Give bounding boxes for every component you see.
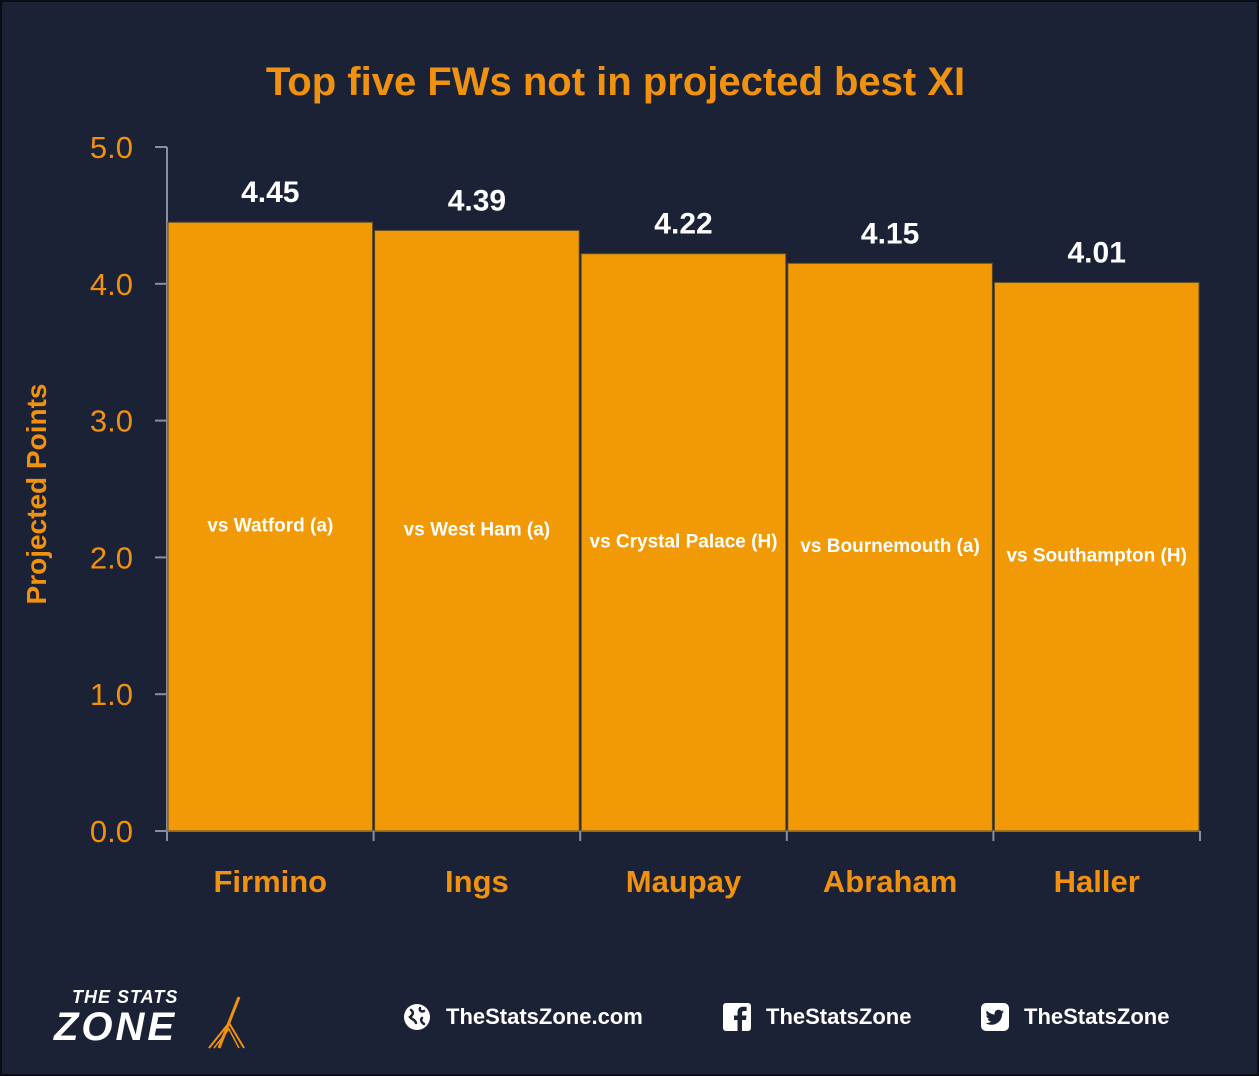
y-axis-label-group: Projected Points [21, 384, 52, 605]
bar-annotation: vs Watford (a) [207, 516, 333, 537]
bar-annotation: vs Bournemouth (a) [800, 536, 979, 557]
y-axis-label: Projected Points [21, 384, 52, 605]
facebook-link[interactable]: TheStatsZone [722, 1002, 911, 1032]
x-tick-label: Firmino [213, 864, 327, 899]
bar [993, 281, 1200, 832]
y-tick-label: 4.0 [90, 267, 133, 302]
bar-annotation: vs Crystal Palace (H) [590, 531, 778, 552]
y-tick-label: 2.0 [90, 540, 133, 575]
twitter-icon [981, 1003, 1009, 1031]
bar [580, 253, 787, 832]
bar [374, 229, 580, 832]
chart-title: Top five FWs not in projected best XI [265, 60, 966, 104]
bar-chart: Projected Points 0.0 1.0 2.0 3.0 4.0 5.0 4.45… [21, 130, 1201, 899]
data-label: 4.39 [448, 184, 506, 217]
data-label: 4.01 [1068, 236, 1126, 269]
y-tick-label: 1.0 [90, 677, 133, 712]
footer: THE STATS ZONE TheStatsZone.com TheStats… [2, 982, 1259, 1062]
data-label: 4.15 [861, 217, 919, 250]
data-label: 4.22 [654, 208, 712, 241]
bar [167, 221, 374, 832]
labels: 4.45 vs Watford (a) Firmino 4.39 vs West Ham… [207, 176, 1187, 899]
website-link[interactable]: TheStatsZone.com [402, 1002, 643, 1032]
logo-top-text: THE STATS [72, 987, 179, 1007]
twitter-text: TheStatsZone [1024, 1004, 1170, 1029]
x-tick-label: Haller [1054, 864, 1140, 899]
website-text: TheStatsZone.com [446, 1004, 643, 1029]
bars [167, 221, 1200, 832]
x-tick-label: Ings [445, 864, 509, 899]
globe-icon [404, 1004, 430, 1030]
logo-stripe-graphic [208, 996, 245, 1049]
logo-main-text: ZONE [54, 1005, 178, 1049]
data-label: 4.45 [241, 176, 299, 209]
x-tick-label: Abraham [823, 864, 957, 899]
y-tick-label: 5.0 [90, 130, 133, 165]
y-tick-label: 0.0 [90, 814, 133, 849]
x-tick-label: Maupay [626, 864, 742, 899]
bar-annotation: vs Southampton (H) [1006, 546, 1187, 567]
bar-annotation: vs West Ham (a) [404, 520, 550, 541]
y-tick-label: 3.0 [90, 404, 133, 439]
twitter-link[interactable]: TheStatsZone [980, 1002, 1169, 1032]
stats-zone-logo: THE STATS ZONE [54, 987, 274, 1057]
facebook-icon [723, 1003, 751, 1031]
bar [787, 262, 993, 832]
facebook-text: TheStatsZone [766, 1004, 912, 1029]
